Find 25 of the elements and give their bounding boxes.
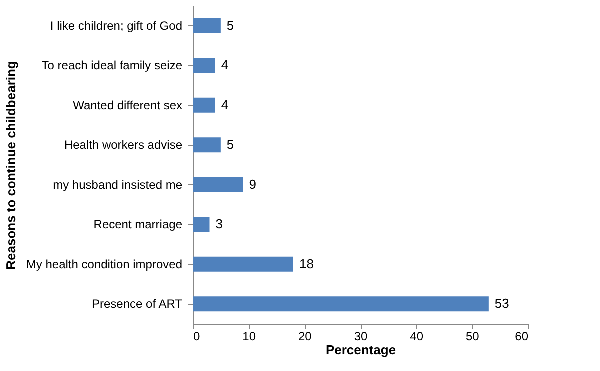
y-tick-label: Wanted different sex xyxy=(73,98,182,112)
y-tick-label: Recent marriage xyxy=(94,218,183,232)
y-tick-label: my husband insisted me xyxy=(53,178,183,192)
x-axis-title: Percentage xyxy=(326,342,396,358)
data-label: 5 xyxy=(226,18,234,33)
x-tick-label: 20 xyxy=(298,330,312,344)
data-label: 4 xyxy=(221,58,229,73)
y-tick-label: To reach ideal family seize xyxy=(42,58,183,73)
data-label: 5 xyxy=(226,137,234,152)
y-axis-title: Reasons to continue childbearing xyxy=(3,61,18,270)
data-label: 9 xyxy=(249,176,256,192)
x-tick-label: 0 xyxy=(194,330,200,344)
x-tick-label: 60 xyxy=(515,330,529,344)
data-label: 53 xyxy=(494,296,510,312)
y-tick-label: Health workers advise xyxy=(64,138,183,152)
y-tick-label: Presence of ART xyxy=(92,297,184,312)
data-label: 3 xyxy=(216,216,223,232)
x-tick-label: 40 xyxy=(410,330,424,344)
y-tick-label: My health condition improved xyxy=(26,257,182,272)
data-label: 18 xyxy=(300,256,314,272)
x-tick-label: 30 xyxy=(354,330,368,344)
x-tick-label: 10 xyxy=(242,330,256,344)
data-label: 4 xyxy=(221,97,229,112)
y-tick-label: I like children; gift of God xyxy=(50,18,182,33)
x-tick-label: 50 xyxy=(466,330,480,344)
